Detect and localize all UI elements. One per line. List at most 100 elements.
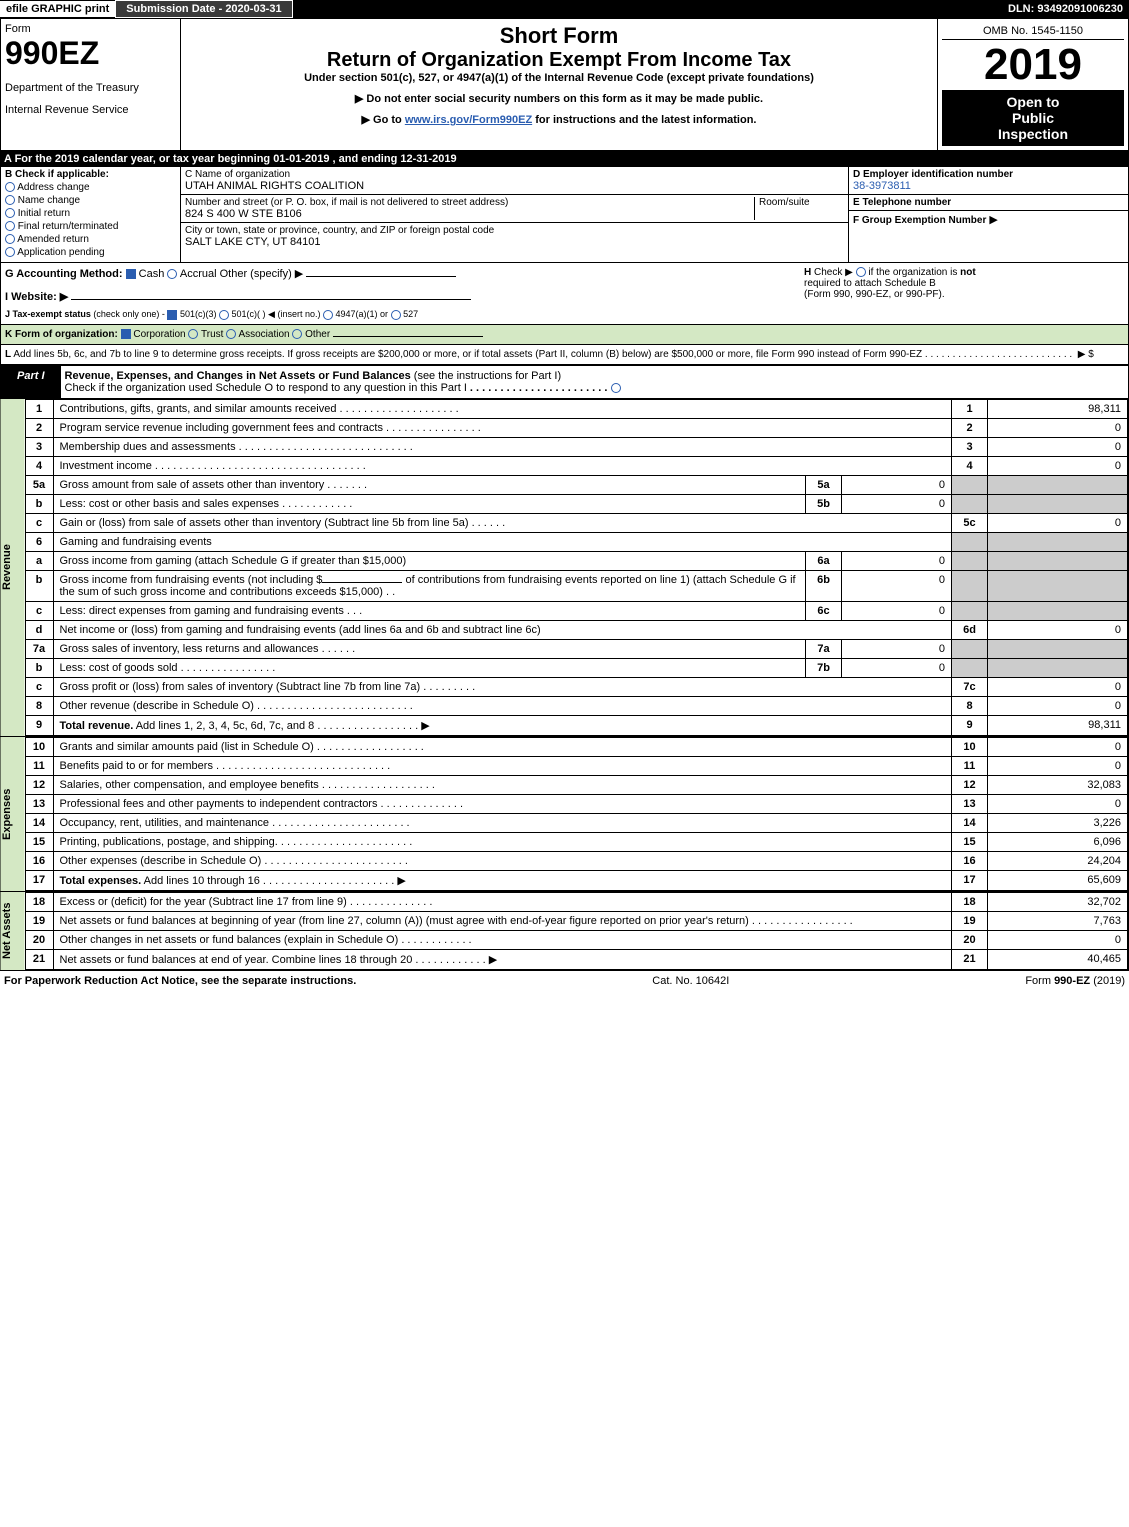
501c3-checkbox[interactable]	[167, 310, 177, 320]
shaded-cell	[952, 571, 988, 602]
revenue-section: Revenue 1Contributions, gifts, grants, a…	[0, 399, 1129, 737]
g-label: G Accounting Method:	[5, 268, 123, 280]
footer-form-year: (2019)	[1093, 975, 1125, 987]
line-ref: 20	[952, 931, 988, 950]
line-num: 10	[25, 738, 53, 757]
line-desc: Grants and similar amounts paid (list in…	[60, 741, 314, 753]
arrow-icon: ▶	[489, 953, 497, 966]
line-num: 14	[25, 814, 53, 833]
4947-radio[interactable]	[323, 310, 333, 320]
line-desc: Less: direct expenses from gaming and fu…	[60, 605, 344, 617]
row-g-h: G Accounting Method: Cash Accrual Other …	[0, 263, 1129, 325]
sub-value: 0	[842, 640, 952, 659]
city: SALT LAKE CTY, UT 84101	[185, 236, 844, 248]
main-title: Return of Organization Exempt From Incom…	[185, 49, 933, 72]
line-21: 21Net assets or fund balances at end of …	[25, 950, 1128, 970]
box-de: D Employer identification number 38-3973…	[848, 167, 1128, 262]
line-num: c	[25, 514, 53, 533]
h-text2: if the organization is	[868, 267, 957, 278]
line-17: 17Total expenses. Add lines 10 through 1…	[25, 871, 1128, 891]
footer-center: Cat. No. 10642I	[652, 975, 729, 987]
circle-icon[interactable]	[5, 182, 15, 192]
website-input[interactable]	[71, 299, 471, 300]
sub-value: 0	[842, 552, 952, 571]
line-desc: Net income or (loss) from gaming and fun…	[60, 624, 541, 636]
other-org-input[interactable]	[333, 336, 483, 337]
line-value: 0	[988, 678, 1128, 697]
line-value: 6,096	[988, 833, 1128, 852]
line-num: 13	[25, 795, 53, 814]
l-arrow: ▶ $	[1078, 349, 1094, 360]
sub-ref: 6b	[806, 571, 842, 602]
line-num: 5a	[25, 476, 53, 495]
6b-amount-input[interactable]	[322, 582, 402, 583]
ein-cell: D Employer identification number 38-3973…	[849, 167, 1128, 195]
arrow-icon: ▶	[989, 214, 997, 226]
phone-cell: E Telephone number	[849, 195, 1128, 211]
line-ref: 13	[952, 795, 988, 814]
line-num: b	[25, 659, 53, 678]
part1-check-text: Check if the organization used Schedule …	[65, 382, 467, 394]
corp-checkbox[interactable]	[121, 329, 131, 339]
h-text1: Check ▶	[814, 267, 853, 278]
footer: For Paperwork Reduction Act Notice, see …	[0, 971, 1129, 991]
efile-label[interactable]: efile GRAPHIC print	[0, 1, 115, 17]
sub-ref: 6a	[806, 552, 842, 571]
irs-link[interactable]: www.irs.gov/Form990EZ	[405, 114, 532, 126]
line-desc: Investment income	[60, 460, 152, 472]
cash-checkbox[interactable]	[126, 269, 136, 279]
arrow-icon: ▶	[397, 874, 405, 887]
line-ref: 17	[952, 871, 988, 891]
row-h: H Check ▶ if the organization is not req…	[804, 267, 1124, 320]
other-radio[interactable]	[292, 329, 302, 339]
e-label: E Telephone number	[853, 197, 1124, 208]
sub-value: 0	[842, 659, 952, 678]
line-desc: Net assets or fund balances at end of ye…	[60, 954, 413, 966]
circle-icon[interactable]	[5, 247, 15, 257]
line-desc: Total expenses.	[60, 875, 142, 887]
h-label: H	[804, 267, 811, 278]
box-c: C Name of organization UTAH ANIMAL RIGHT…	[181, 167, 848, 262]
trust-radio[interactable]	[188, 329, 198, 339]
subtitle: Under section 501(c), 527, or 4947(a)(1)…	[185, 72, 933, 84]
501c-radio[interactable]	[219, 310, 229, 320]
line-desc: Gross income from fundraising events (no…	[60, 574, 323, 586]
line-num: 16	[25, 852, 53, 871]
line-num: 20	[25, 931, 53, 950]
footer-left: For Paperwork Reduction Act Notice, see …	[4, 975, 356, 987]
line-num: 11	[25, 757, 53, 776]
line-1: 1Contributions, gifts, grants, and simil…	[25, 400, 1128, 419]
line-desc: Gross profit or (loss) from sales of inv…	[60, 681, 421, 693]
line-desc: Gain or (loss) from sale of assets other…	[60, 517, 469, 529]
line-6b: bGross income from fundraising events (n…	[25, 571, 1128, 602]
opt-initial-return: Initial return	[5, 208, 176, 219]
line-ref: 6d	[952, 621, 988, 640]
line-value: 0	[988, 757, 1128, 776]
sub-ref: 5b	[806, 495, 842, 514]
part1-checkbox[interactable]	[611, 383, 621, 393]
line-11: 11Benefits paid to or for members . . . …	[25, 757, 1128, 776]
shaded-cell	[952, 602, 988, 621]
4947-label: 4947(a)(1) or	[336, 309, 389, 319]
accrual-radio[interactable]	[167, 269, 177, 279]
line-ref: 4	[952, 457, 988, 476]
opt-name-change: Name change	[5, 195, 176, 206]
line-num: 8	[25, 697, 53, 716]
circle-icon[interactable]	[5, 208, 15, 218]
line-desc: Gross sales of inventory, less returns a…	[60, 643, 319, 655]
sub-value: 0	[842, 602, 952, 621]
other-specify-input[interactable]	[306, 276, 456, 277]
circle-icon[interactable]	[5, 221, 15, 231]
line-8: 8Other revenue (describe in Schedule O) …	[25, 697, 1128, 716]
h-checkbox[interactable]	[856, 267, 866, 277]
circle-icon[interactable]	[5, 195, 15, 205]
net-assets-label: Net Assets	[1, 892, 25, 970]
circle-icon[interactable]	[5, 234, 15, 244]
b-letter: B	[5, 169, 12, 180]
527-radio[interactable]	[391, 310, 401, 320]
line-value: 40,465	[988, 950, 1128, 970]
expenses-label: Expenses	[1, 737, 25, 891]
short-form-title: Short Form	[185, 23, 933, 49]
assoc-radio[interactable]	[226, 329, 236, 339]
opt-final-return: Final return/terminated	[5, 221, 176, 232]
